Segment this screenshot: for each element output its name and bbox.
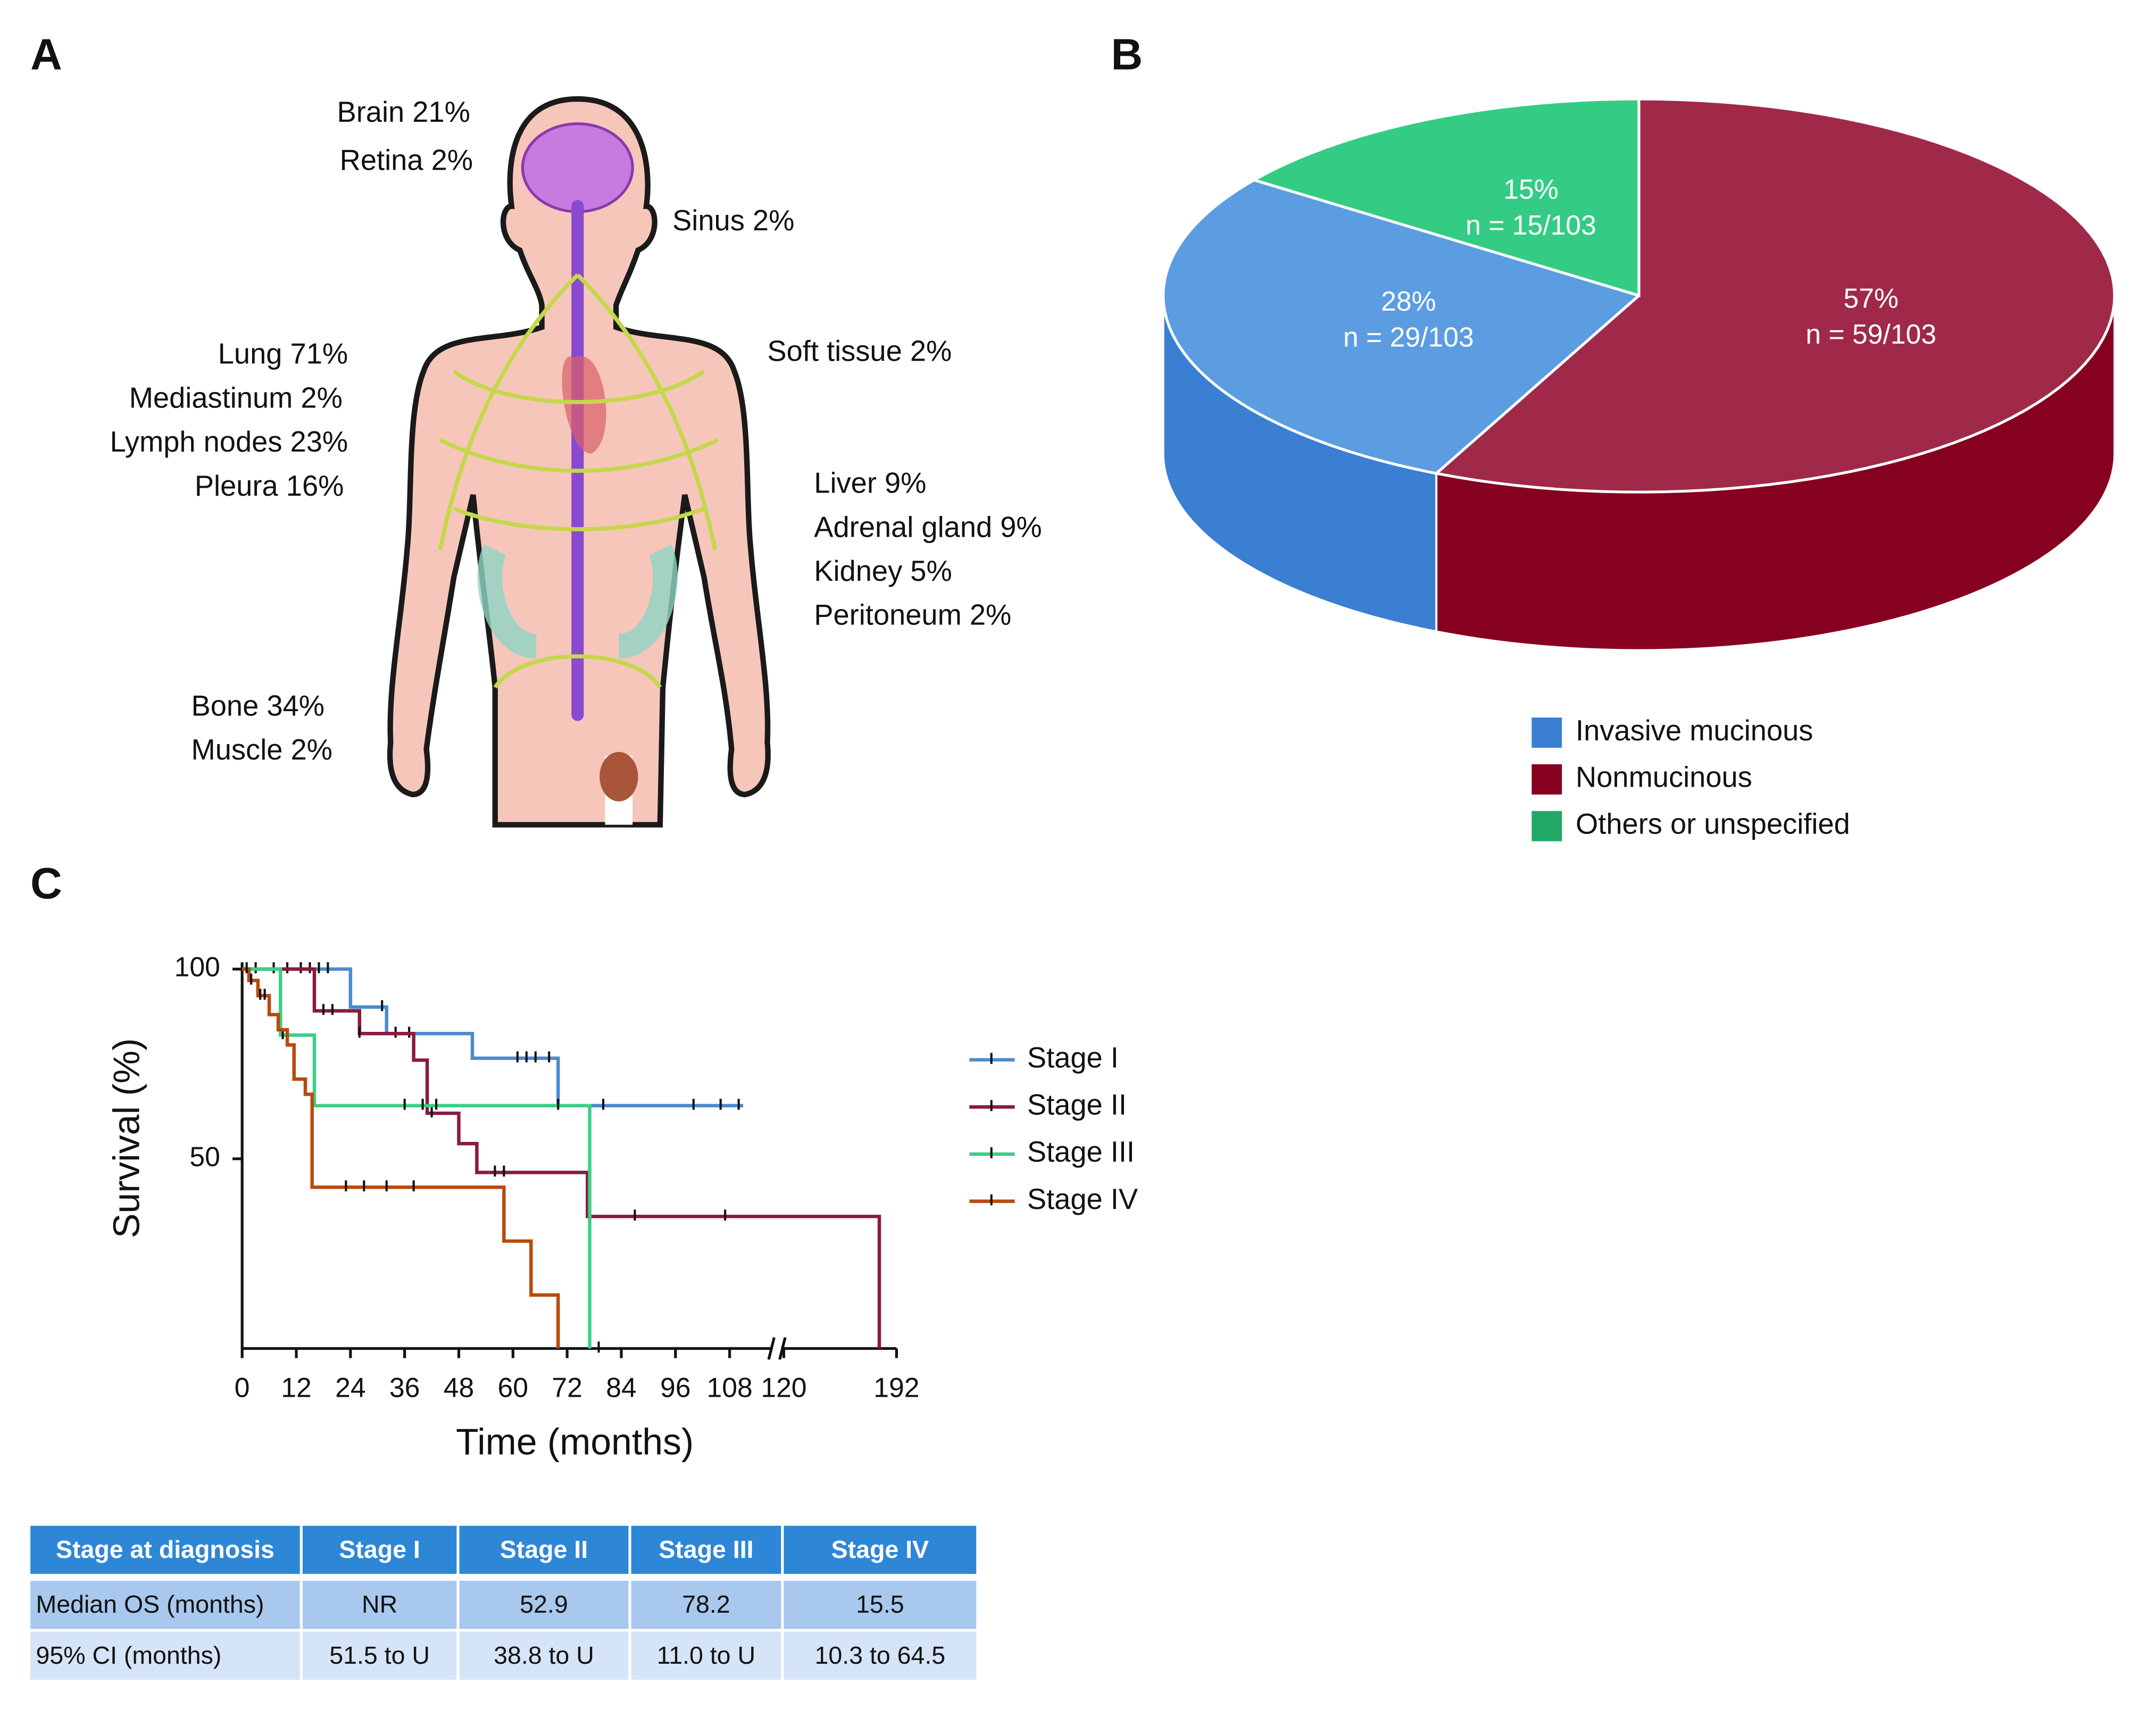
x-tick-label: 36 [389, 1372, 420, 1403]
survival-curve [242, 967, 592, 1349]
axis-break [767, 1337, 776, 1360]
site-label: Peritoneum 2% [814, 599, 1011, 631]
legend-label: Stage II [1027, 1089, 1127, 1121]
table-cell [302, 1581, 457, 1629]
x-tick-label: 120 [761, 1372, 806, 1403]
table-cell [631, 1581, 781, 1629]
survival-curve [242, 967, 560, 1349]
x-tick-label: 24 [335, 1372, 365, 1403]
pie-slice [1433, 97, 2116, 494]
table-cell [30, 1631, 300, 1680]
x-tick-label: 108 [707, 1372, 753, 1403]
pie-slice [1250, 97, 1641, 298]
table-cell-text: Median OS (months) [36, 1590, 264, 1618]
table-header-text: Stage at diagnosis [56, 1536, 274, 1563]
legend-swatch [1531, 811, 1562, 841]
x-tick-label: 48 [444, 1372, 474, 1403]
table-cell [784, 1631, 977, 1680]
colon [477, 544, 678, 658]
site-label: Pleura 16% [195, 470, 344, 502]
table-header-cell [459, 1525, 629, 1574]
slice-annotation: n = 59/103 [1805, 319, 1936, 349]
panel-label: B [1111, 29, 1143, 79]
table-cell-text: 15.5 [856, 1590, 904, 1618]
table-cell [459, 1581, 629, 1629]
table-cell [302, 1631, 457, 1680]
legend-label: Invasive mucinous [1576, 714, 1813, 747]
table-header-cell [631, 1525, 781, 1574]
legend-swatch [1531, 764, 1562, 795]
legend-label: Stage IV [1027, 1183, 1138, 1215]
site-label: Liver 9% [814, 467, 926, 499]
site-label: Retina 2% [340, 144, 473, 176]
legend-label: Others or unspecified [1576, 808, 1850, 840]
organ [600, 752, 638, 802]
table-cell [30, 1581, 300, 1629]
site-label: Soft tissue 2% [767, 335, 952, 368]
table-header-text: Stage I [339, 1536, 420, 1563]
nerves [438, 273, 719, 689]
legend-label: Stage I [1027, 1041, 1119, 1074]
x-tick-label: 12 [281, 1372, 311, 1403]
table-header-cell [784, 1525, 977, 1574]
x-axis-title: Time (months) [456, 1421, 694, 1463]
table-cell-text: NR [362, 1590, 397, 1618]
x-tick-label: 192 [873, 1372, 919, 1403]
heart [562, 356, 606, 454]
site-label: Sinus 2% [672, 204, 794, 237]
slice-annotation: n = 29/103 [1343, 321, 1474, 352]
x-tick-label: 0 [235, 1372, 250, 1403]
x-tick-label: 72 [552, 1372, 582, 1403]
site-label: Brain 21% [337, 96, 470, 128]
x-tick-label: 96 [660, 1372, 690, 1403]
site-label: Muscle 2% [192, 733, 332, 766]
site-label: Kidney 5% [814, 555, 952, 587]
legend-swatch [1531, 718, 1562, 748]
site-label: Bone 34% [192, 689, 324, 722]
site-label: Mediastinum 2% [129, 381, 343, 414]
table-header-cell [302, 1525, 457, 1574]
table-cell-text: 78.2 [682, 1590, 730, 1618]
survival-curve [242, 967, 744, 1108]
survival-curve [242, 967, 881, 1349]
pie-slice [1162, 178, 1642, 475]
y-tick-label: 100 [174, 952, 220, 982]
slice-annotation: n = 15/103 [1466, 210, 1596, 240]
table-header-text: Stage II [500, 1536, 588, 1563]
slice-value-label: 15% [1503, 174, 1558, 205]
site-label: Lymph nodes 23% [110, 426, 348, 458]
table-cell [784, 1581, 977, 1629]
table-cell [459, 1631, 629, 1680]
table-cell [631, 1631, 781, 1680]
brain [521, 122, 634, 213]
table-cell-text: 52.9 [520, 1590, 568, 1618]
table-header-text: Stage IV [831, 1536, 929, 1563]
x-tick-label: 84 [606, 1372, 636, 1403]
y-tick-label: 50 [189, 1141, 220, 1172]
table-cell-text: 10.3 to 64.5 [815, 1641, 946, 1669]
table-cell-text: 11.0 to U [657, 1641, 755, 1669]
slice-value-label: 57% [1844, 283, 1899, 314]
legend-label: Stage III [1027, 1136, 1135, 1168]
panel-label: A [30, 29, 62, 79]
legend-label: Nonmucinous [1576, 761, 1752, 794]
table-cell-text: 95% CI (months) [36, 1641, 222, 1669]
table-header-text: Stage III [659, 1536, 753, 1563]
panel-label: C [30, 858, 62, 908]
x-tick-label: 60 [498, 1372, 528, 1403]
table-header-cell [30, 1525, 300, 1574]
slice-value-label: 28% [1381, 286, 1436, 316]
body-illustration [387, 96, 771, 828]
table-cell-text: 51.5 to U [329, 1641, 430, 1669]
site-label: Adrenal gland 9% [814, 511, 1042, 543]
site-label: Lung 71% [218, 338, 348, 370]
table-cell-text: 38.8 to U [494, 1641, 594, 1669]
y-axis-title: Survival (%) [106, 1038, 147, 1238]
